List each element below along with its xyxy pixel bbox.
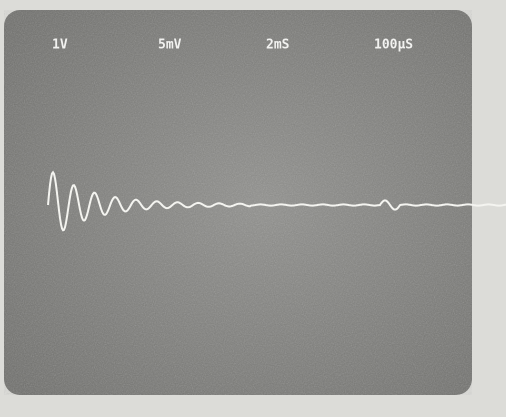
oscilloscope-photo: 1V 5mV 2mS 100μS [0, 0, 506, 417]
scope-label: 1V [52, 38, 68, 53]
scope-label: 5mV [158, 38, 182, 53]
scope-label: 100μS [374, 38, 413, 53]
scope-label: 2mS [266, 38, 290, 53]
screen-noise [4, 10, 472, 395]
page: 1V 5mV 2mS 100μS (() => { const data = J… [0, 0, 506, 417]
